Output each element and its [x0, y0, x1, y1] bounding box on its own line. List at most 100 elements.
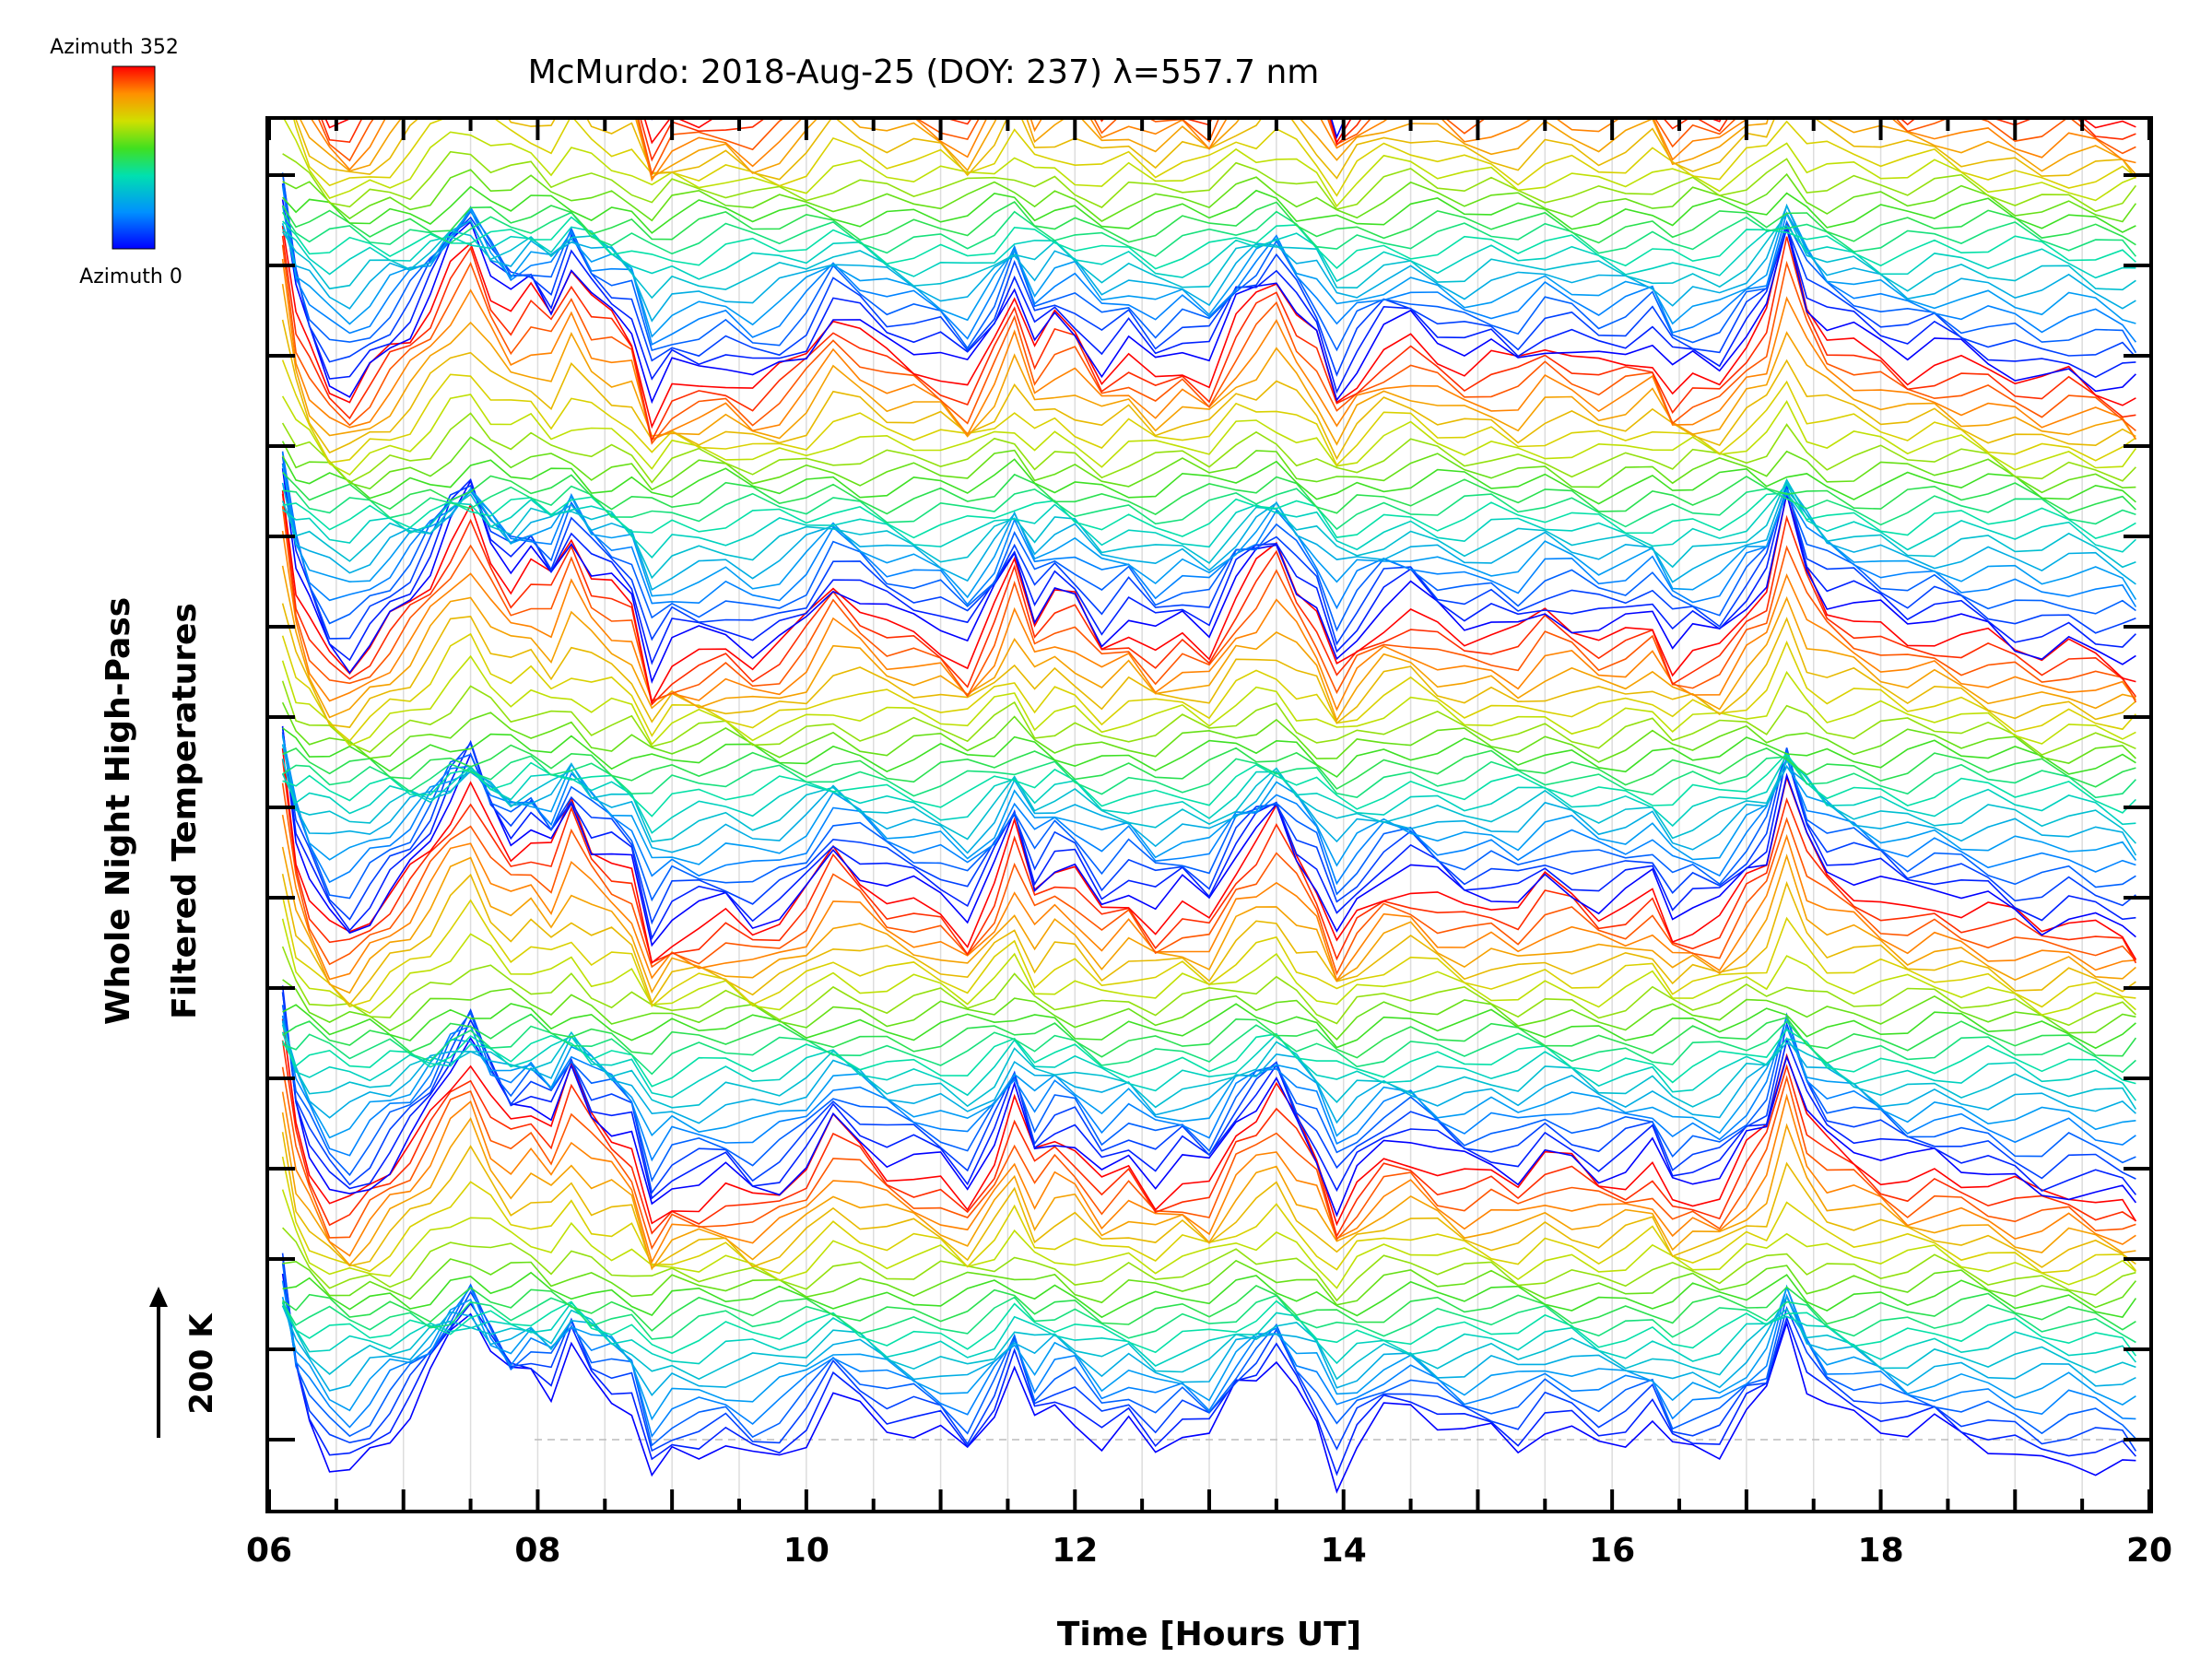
series-line-group-1-azimuth-192: [282, 1003, 2136, 1050]
series-line-group-4-azimuth-272: [295, 118, 2137, 181]
series-line-group-3-azimuth-144: [282, 491, 2136, 539]
series-line-group-2-azimuth-80: [281, 735, 2137, 867]
x-tick-label: 16: [1589, 1532, 1635, 1570]
series-line-group-4-azimuth-32: [281, 172, 2136, 377]
x-tick-label: 06: [246, 1532, 292, 1570]
x-axis-label: Time [Hours UT]: [1057, 1616, 1361, 1653]
series-line-group-3-azimuth-288: [281, 283, 2137, 446]
series-line-group-2-azimuth-0: [281, 725, 2136, 947]
series-line-group-4-azimuth-304: [310, 118, 2136, 182]
series-line-group-1-azimuth-256: [281, 896, 2136, 1008]
series-line-group-4-azimuth-192: [282, 185, 2136, 234]
series-line-group-0-azimuth-304: [281, 1091, 2136, 1265]
series-line-group-1-azimuth-96: [281, 1021, 2136, 1124]
series-line-group-2-azimuth-128: [281, 753, 2136, 834]
series-line-group-2-azimuth-48: [281, 735, 2136, 902]
series-line-group-5-azimuth-128: [283, 0, 2136, 12]
series-line-group-4-azimuth-224: [282, 150, 2137, 213]
series-line-group-0-azimuth-16: [281, 1256, 2137, 1477]
series-line-group-4-azimuth-320: [317, 118, 2136, 177]
series-line-group-4-azimuth-160: [281, 210, 2137, 257]
series-line-group-1-azimuth-304: [281, 814, 2136, 982]
series-line-group-0-azimuth-64: [281, 1280, 2136, 1439]
series-line-group-2-azimuth-208: [281, 701, 2136, 764]
series-line-group-4-azimuth-208: [282, 169, 2137, 223]
series-line-group-0-azimuth-272: [281, 1132, 2136, 1269]
series-line-group-0-azimuth-192: [282, 1271, 2137, 1319]
series-line-group-3-azimuth-64: [281, 453, 2137, 610]
series-line-group-3-azimuth-176: [282, 471, 2136, 516]
x-tick-labels: 06 08 10 12 14 16 18 20: [246, 1532, 2172, 1570]
series-line-group-4-azimuth-176: [281, 200, 2136, 246]
series-line-group-2-azimuth-224: [281, 680, 2136, 756]
series-line-group-4-azimuth-96: [281, 203, 2136, 323]
series-line-group-0-azimuth-160: [281, 1294, 2136, 1344]
x-tick-label: 20: [2126, 1532, 2172, 1570]
x-tick-label: 18: [1858, 1532, 1904, 1570]
x-tick-label: 12: [1052, 1532, 1098, 1570]
series-line-group-3-azimuth-160: [282, 485, 2136, 531]
plot-frame: [265, 116, 2153, 1513]
series-line-group-0-azimuth-0: [281, 1273, 2136, 1494]
series-line-group-2-azimuth-240: [281, 654, 2136, 747]
series-line-group-0-azimuth-128: [281, 1301, 2137, 1367]
series-line-group-1-azimuth-208: [282, 979, 2136, 1041]
x-tick-label: 08: [514, 1532, 560, 1570]
series-line-group-2-azimuth-160: [282, 755, 2136, 799]
series-line-group-3-azimuth-224: [281, 412, 2136, 484]
series-line-group-0-azimuth-32: [281, 1253, 2137, 1453]
colorbar-bottom-label: Azimuth 0: [79, 265, 182, 288]
series-line-group-4-azimuth-240: [282, 118, 2136, 208]
series-line-group-3-azimuth-304: [281, 258, 2137, 441]
series-line-group-2-azimuth-320: [281, 506, 2137, 703]
series-line-group-4-azimuth-288: [299, 118, 2136, 179]
vertical-gridlines: [335, 120, 2083, 1510]
x-tick-label: 14: [1321, 1532, 1367, 1570]
series-line-group-0-azimuth-336: [281, 1040, 2136, 1239]
series-line-group-0-azimuth-320: [281, 1066, 2136, 1251]
series-line-group-3-azimuth-112: [281, 477, 2136, 580]
series-line-group-2-azimuth-336: [281, 493, 2137, 706]
series-line-group-3-azimuth-32: [281, 456, 2136, 646]
series-line-group-3-azimuth-208: [281, 436, 2136, 494]
series-line-group-1-azimuth-224: [281, 946, 2136, 1027]
scale-label: 200 K: [183, 1312, 220, 1415]
chart-title: McMurdo: 2018-Aug-25 (DOY: 237) λ=557.7 …: [528, 53, 1320, 91]
scale-arrow-icon: [149, 1287, 168, 1438]
series-line-group-4-azimuth-256: [292, 118, 2136, 197]
y-axis-label-line2: Filtered Temperatures: [166, 603, 204, 1019]
series-line-group-0-azimuth-96: [281, 1295, 2136, 1397]
series-line-group-0-azimuth-240: [281, 1189, 2136, 1289]
series-line-group-4-azimuth-48: [281, 172, 2137, 354]
series-line-group-3-azimuth-256: [281, 359, 2136, 467]
series-line-group-2-azimuth-176: [282, 744, 2136, 790]
series-line-group-0-azimuth-288: [281, 1112, 2136, 1271]
series-line-group-4-azimuth-144: [282, 216, 2136, 270]
y-axis-label-line1: Whole Night High-Pass: [100, 597, 137, 1025]
series-line-group-3-azimuth-272: [281, 319, 2136, 461]
series-line-group-2-azimuth-304: [281, 530, 2137, 712]
series-line-group-2-azimuth-256: [281, 632, 2137, 742]
series-line-group-1-azimuth-240: [281, 918, 2136, 1016]
series-line-group-3-azimuth-0: [281, 467, 2136, 684]
colorbar: [112, 65, 156, 250]
series-line-group-1-azimuth-320: [281, 782, 2136, 976]
series-line-group-3-azimuth-240: [281, 394, 2137, 476]
series-line-group-1-azimuth-272: [281, 873, 2136, 1006]
series-line-group-0-azimuth-144: [281, 1300, 2137, 1357]
series-line-group-0-azimuth-208: [282, 1258, 2137, 1309]
series-line-group-5-azimuth-112: [283, 0, 2136, 25]
series-line-group-2-azimuth-64: [281, 735, 2136, 886]
series-line-group-2-azimuth-288: [281, 565, 2136, 723]
series-line-group-1-azimuth-288: [281, 846, 2136, 994]
series-line-group-5-azimuth-96: [283, 0, 2136, 38]
series-line-group-1-azimuth-176: [282, 1013, 2137, 1059]
series-line-group-0-azimuth-352: [281, 1018, 2137, 1227]
x-tick-label: 10: [783, 1532, 830, 1570]
series-line-group-3-azimuth-192: [281, 455, 2136, 505]
series-line-group-5-azimuth-144: [283, 0, 2136, 2]
series-line-group-0-azimuth-224: [282, 1227, 2136, 1302]
series-line-group-1-azimuth-112: [281, 1024, 2137, 1111]
series-line-group-1-azimuth-16: [281, 985, 2137, 1200]
